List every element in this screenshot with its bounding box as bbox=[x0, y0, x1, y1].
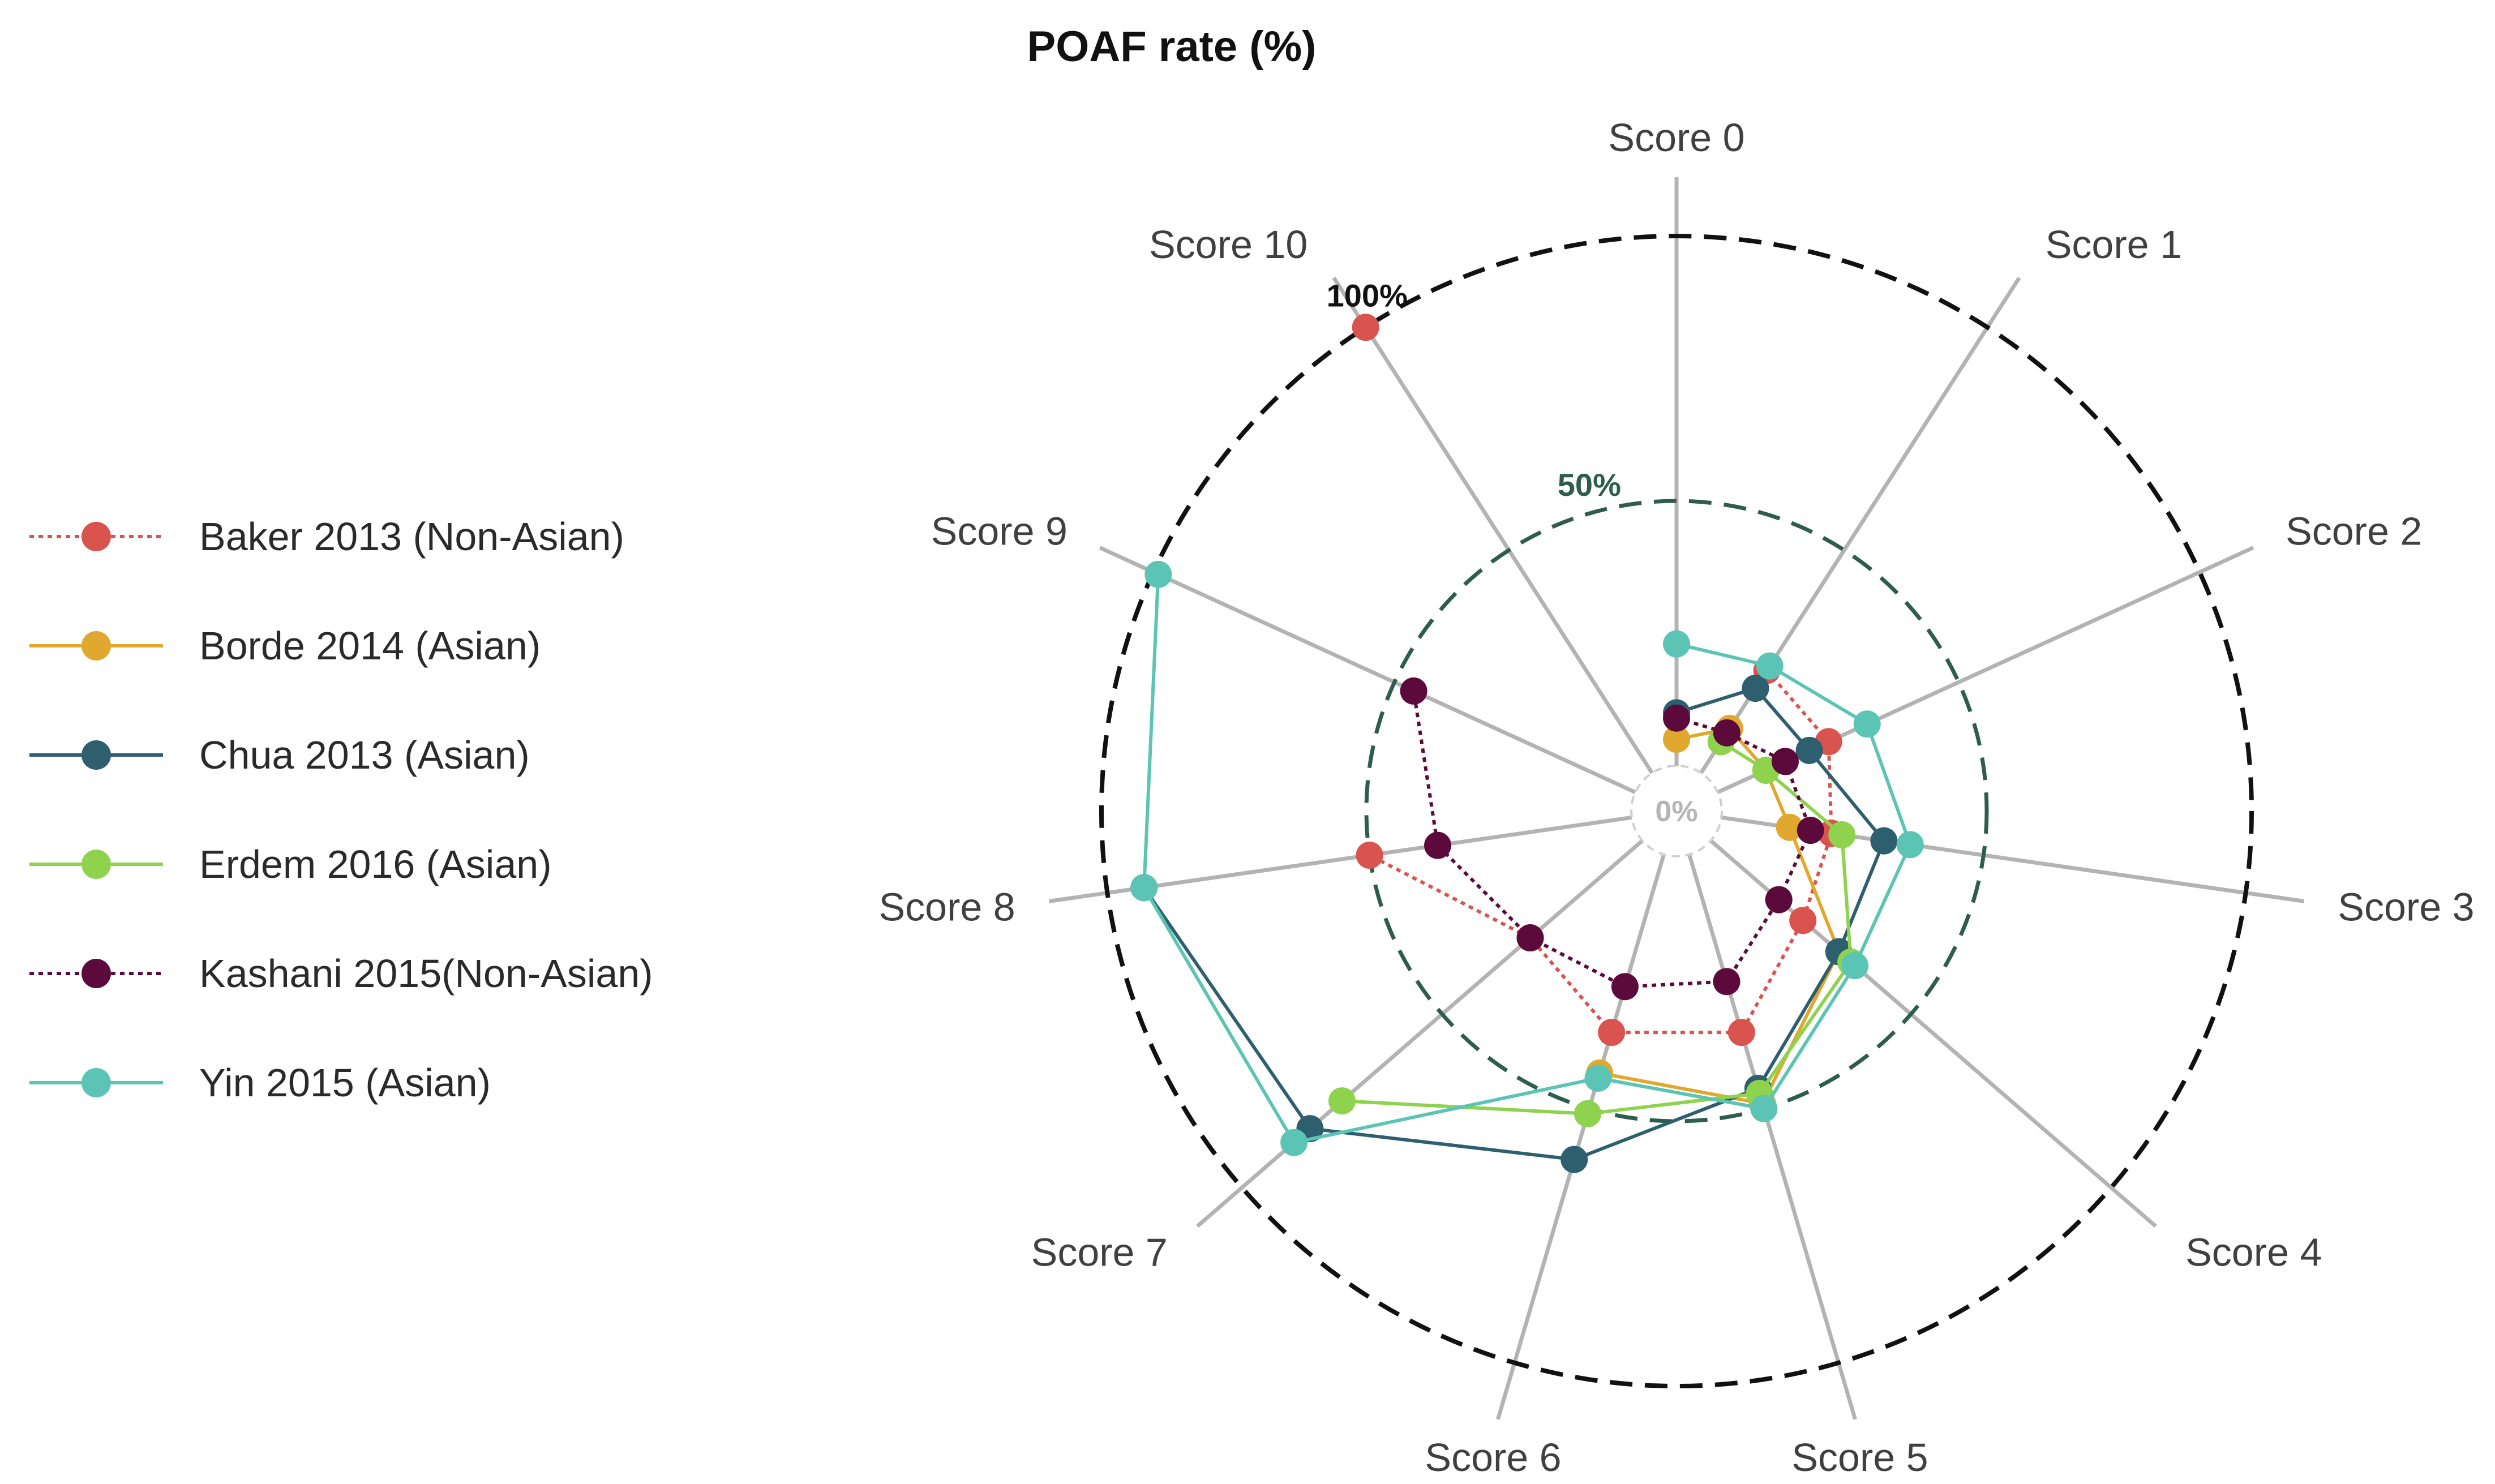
axis-label-3: Score 3 bbox=[2338, 885, 2474, 929]
chart-title: POAF rate (%) bbox=[1027, 23, 1317, 71]
point-5-6 bbox=[1584, 1064, 1612, 1092]
spoke-6 bbox=[1496, 853, 1666, 1420]
series-layer bbox=[1130, 314, 1924, 1173]
point-4-1 bbox=[1713, 719, 1741, 747]
point-4-4 bbox=[1765, 886, 1793, 913]
center-ring bbox=[1630, 765, 1723, 857]
point-4-8 bbox=[1424, 831, 1452, 859]
point-4-7 bbox=[1516, 924, 1544, 952]
point-5-8 bbox=[1130, 874, 1158, 902]
legend-marker-5 bbox=[82, 1068, 111, 1097]
axis-label-0: Score 0 bbox=[1608, 115, 1744, 160]
point-5-9 bbox=[1144, 560, 1172, 588]
point-0-8 bbox=[1356, 841, 1383, 869]
point-5-3 bbox=[1896, 831, 1924, 859]
spoke-5 bbox=[1687, 853, 1857, 1420]
series-4 bbox=[1400, 677, 1824, 1001]
axis-label-5: Score 5 bbox=[1791, 1435, 1928, 1479]
axis-label-4: Score 4 bbox=[2185, 1230, 2322, 1274]
point-5-0 bbox=[1663, 630, 1690, 658]
ring-50 bbox=[1364, 499, 1989, 1123]
legend: Baker 2013 (Non-Asian) Borde 2014 (Asian)… bbox=[29, 514, 653, 1105]
point-5-2 bbox=[1853, 710, 1881, 738]
axis-label-7: Score 7 bbox=[1031, 1230, 1168, 1274]
point-3-3 bbox=[1828, 821, 1856, 849]
legend-marker-4 bbox=[82, 959, 111, 988]
legend-marker-3 bbox=[82, 850, 111, 879]
ring-100 bbox=[1099, 234, 2254, 1388]
series-line-5-0 bbox=[1142, 574, 1912, 1145]
point-4-0 bbox=[1663, 704, 1690, 732]
point-4-5 bbox=[1713, 968, 1741, 996]
spoke-10 bbox=[1332, 276, 1654, 774]
series-line-4-0 bbox=[1412, 690, 1812, 989]
center-label: 0% bbox=[1655, 795, 1697, 828]
axis-label-1: Score 1 bbox=[2046, 222, 2182, 267]
point-4-6 bbox=[1611, 973, 1639, 1001]
point-5-1 bbox=[1756, 652, 1784, 680]
legend-label-4: Kashani 2015(Non-Asian) bbox=[199, 951, 653, 996]
point-0-6 bbox=[1598, 1019, 1626, 1046]
point-4-9 bbox=[1400, 677, 1427, 705]
series-line-0-0 bbox=[1369, 669, 1833, 1035]
ring-label-50: 50% bbox=[1558, 467, 1621, 503]
legend-label-0: Baker 2013 (Non-Asian) bbox=[199, 514, 624, 559]
point-0-5 bbox=[1727, 1019, 1755, 1046]
point-1-0 bbox=[1663, 726, 1690, 753]
legend-label-1: Borde 2014 (Asian) bbox=[199, 624, 541, 668]
point-2-2 bbox=[1795, 736, 1823, 764]
ring-label-100: 100% bbox=[1327, 277, 1408, 313]
point-5-5 bbox=[1750, 1095, 1778, 1122]
legend-label-2: Chua 2013 (Asian) bbox=[199, 733, 530, 777]
axis-label-10: Score 10 bbox=[1149, 222, 1307, 267]
axis-label-8: Score 8 bbox=[878, 885, 1015, 929]
point-4-3 bbox=[1797, 817, 1824, 844]
series-5 bbox=[1130, 560, 1924, 1156]
point-2-6 bbox=[1561, 1146, 1588, 1173]
axis-label-2: Score 2 bbox=[2286, 509, 2422, 554]
legend-label-5: Yin 2015 (Asian) bbox=[199, 1061, 491, 1105]
legend-marker-1 bbox=[82, 631, 111, 660]
axis-label-9: Score 9 bbox=[931, 509, 1068, 554]
point-0-4 bbox=[1789, 907, 1817, 934]
point-2-3 bbox=[1870, 827, 1898, 855]
point-5-7 bbox=[1280, 1129, 1308, 1156]
point-0-10 bbox=[1352, 314, 1379, 341]
legend-label-3: Erdem 2016 (Asian) bbox=[199, 842, 552, 886]
point-5-4 bbox=[1841, 952, 1869, 980]
spoke-9 bbox=[1099, 546, 1636, 794]
axis-label-6: Score 6 bbox=[1425, 1435, 1561, 1479]
spoke-7 bbox=[1196, 839, 1644, 1228]
axis-labels: Score 0 Score 1 Score 2 Score 3 Score 4 Score… bbox=[878, 115, 2474, 1479]
point-3-6 bbox=[1574, 1100, 1601, 1127]
point-4-2 bbox=[1771, 748, 1799, 775]
legend-marker-2 bbox=[82, 740, 111, 770]
point-2-1 bbox=[1742, 675, 1769, 702]
radar-grid: 0% 50% 100% bbox=[1048, 177, 2305, 1420]
legend-marker-0 bbox=[82, 522, 111, 551]
point-1-3 bbox=[1776, 813, 1803, 841]
point-3-7 bbox=[1328, 1087, 1356, 1115]
